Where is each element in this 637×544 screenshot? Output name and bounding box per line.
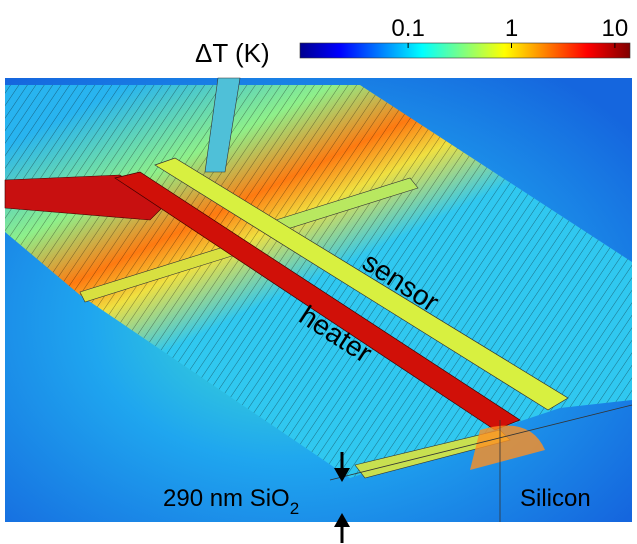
oxide-subscript: 2 (290, 499, 299, 518)
hot-spot (470, 425, 545, 470)
oxide-label: 290 nm SiO2 (163, 485, 299, 518)
colorbar-tick-label: 10 (602, 15, 629, 42)
heater-bar (114, 171, 521, 431)
colorbar-tick-label: 0.1 (391, 15, 424, 42)
colorbar (299, 42, 631, 59)
heater-lead (4, 174, 166, 221)
oxide-text: 290 nm SiO (163, 485, 290, 512)
membrane-slots (5, 85, 632, 478)
substrate-label: Silicon (520, 485, 591, 512)
colorbar-tick-label: 1 (505, 15, 518, 42)
thickness-arrows (334, 452, 350, 543)
edge (329, 404, 633, 481)
colorbar-label: ΔT (K) (195, 38, 270, 68)
simulation-image (4, 77, 633, 522)
colorbar-ticks: 0.1 1 10 (391, 15, 628, 48)
sensor-bar (154, 157, 569, 411)
lead (204, 77, 241, 173)
